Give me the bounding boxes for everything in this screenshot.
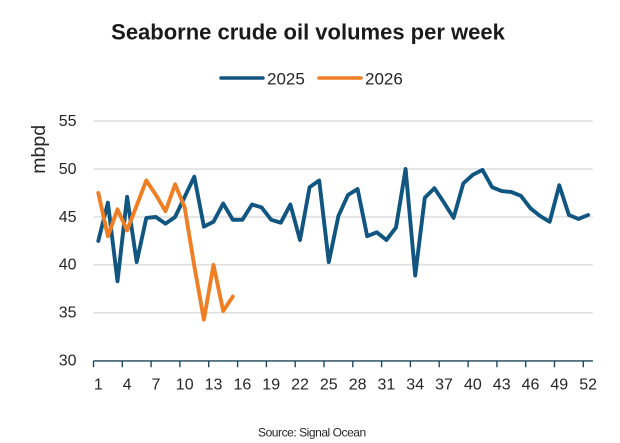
svg-text:52: 52 <box>579 377 597 394</box>
svg-text:1: 1 <box>94 377 103 394</box>
svg-text:40: 40 <box>464 377 482 394</box>
svg-text:55: 55 <box>59 113 77 130</box>
svg-text:35: 35 <box>59 305 77 322</box>
svg-text:Source: Signal Ocean: Source: Signal Ocean <box>258 425 366 439</box>
svg-text:13: 13 <box>205 377 223 394</box>
svg-text:30: 30 <box>59 353 77 370</box>
svg-text:25: 25 <box>320 377 338 394</box>
svg-text:19: 19 <box>262 377 280 394</box>
svg-text:37: 37 <box>435 377 453 394</box>
svg-text:34: 34 <box>406 377 424 394</box>
svg-text:2026: 2026 <box>365 69 403 88</box>
svg-text:4: 4 <box>123 377 132 394</box>
svg-text:16: 16 <box>234 377 252 394</box>
svg-text:mbpd: mbpd <box>28 125 50 174</box>
svg-text:2025: 2025 <box>267 69 305 88</box>
svg-text:40: 40 <box>59 257 77 274</box>
svg-text:49: 49 <box>550 377 568 394</box>
svg-text:43: 43 <box>493 377 511 394</box>
svg-text:Seaborne crude oil volumes per: Seaborne crude oil volumes per week <box>111 20 505 45</box>
svg-text:31: 31 <box>378 377 396 394</box>
svg-text:22: 22 <box>291 377 309 394</box>
svg-text:46: 46 <box>522 377 540 394</box>
svg-text:7: 7 <box>151 377 160 394</box>
svg-text:50: 50 <box>59 161 77 178</box>
svg-text:45: 45 <box>59 209 77 226</box>
svg-text:28: 28 <box>349 377 367 394</box>
svg-text:10: 10 <box>176 377 194 394</box>
